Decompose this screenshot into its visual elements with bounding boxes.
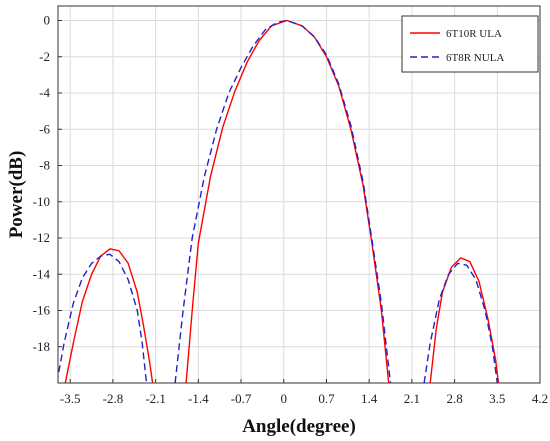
x-tick-label: -1.4 bbox=[188, 391, 209, 406]
legend-box bbox=[401, 15, 539, 73]
x-tick-label: -3.5 bbox=[60, 391, 81, 406]
series-line-6t10r bbox=[64, 248, 154, 383]
y-tick-label: 0 bbox=[44, 13, 51, 28]
x-tick-label: 1.4 bbox=[361, 391, 378, 406]
series-layer bbox=[58, 19, 500, 383]
series-line-6t8r bbox=[423, 262, 498, 383]
x-ticks: -3.5 -2.8 -2.1 -1.4 -0.7 0 0.7 1.4 2.1 2.8 3.5 4.2 bbox=[60, 379, 548, 406]
y-tick-label: -2 bbox=[39, 49, 50, 64]
y-tick-label: -14 bbox=[33, 266, 51, 281]
y-axis-label: Power(dB) bbox=[6, 151, 27, 239]
x-tick-label: 2.1 bbox=[404, 391, 420, 406]
legend: 6T10R ULA 6T8R NULA bbox=[401, 15, 539, 73]
x-tick-label: 0 bbox=[280, 391, 287, 406]
legend-entry-6t10r: 6T10R ULA bbox=[446, 28, 502, 40]
y-tick-label: -18 bbox=[33, 339, 50, 354]
x-tick-label: 2.8 bbox=[446, 391, 462, 406]
y-tick-label: -12 bbox=[33, 230, 50, 245]
x-tick-label: 0.7 bbox=[318, 391, 335, 406]
y-tick-label: -16 bbox=[33, 303, 51, 318]
series-line-6t10r bbox=[429, 257, 500, 383]
x-tick-label: -2.8 bbox=[103, 391, 124, 406]
x-tick-label: -2.1 bbox=[145, 391, 166, 406]
x-tick-label: -0.7 bbox=[231, 391, 252, 406]
y-ticks: 0 -2 -4 -6 -8 -10 -12 -14 -16 -18 bbox=[33, 13, 62, 354]
y-tick-label: -4 bbox=[39, 85, 50, 100]
y-tick-label: -8 bbox=[39, 158, 50, 173]
y-tick-label: -6 bbox=[39, 121, 50, 136]
x-tick-label: 4.2 bbox=[532, 391, 548, 406]
y-tick-label: -10 bbox=[33, 194, 50, 209]
plot-frame bbox=[57, 5, 541, 384]
series-line-6t8r bbox=[174, 19, 392, 383]
x-axis-label: Angle(degree) bbox=[242, 416, 356, 437]
legend-entry-6t8r: 6T8R NULA bbox=[446, 52, 504, 64]
x-tick-label: 3.5 bbox=[489, 391, 505, 406]
